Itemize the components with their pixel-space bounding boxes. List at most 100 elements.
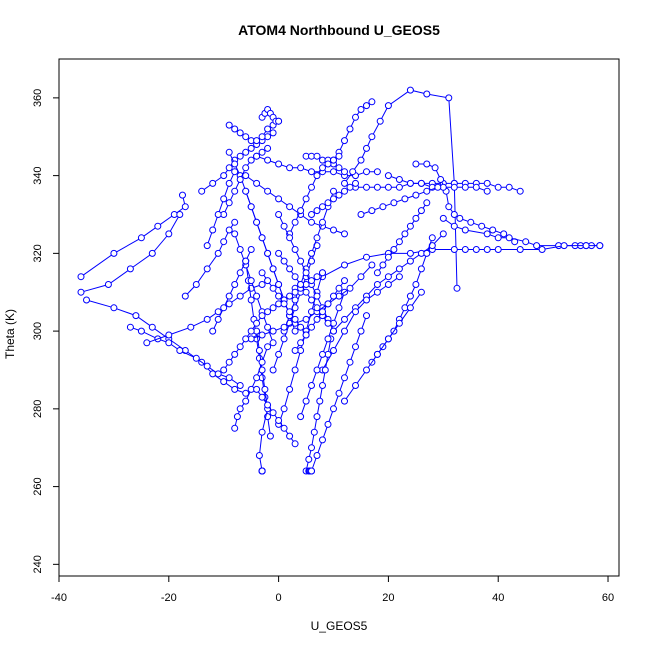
data-point [286, 164, 294, 172]
data-point [220, 172, 228, 180]
data-point [280, 222, 288, 230]
data-series [384, 172, 491, 195]
data-point [236, 152, 244, 160]
data-point [349, 168, 357, 176]
data-point [384, 172, 392, 180]
data-point [275, 281, 283, 288]
data-point [363, 168, 370, 176]
data-point [137, 234, 145, 242]
data-point [368, 98, 376, 106]
data-point [236, 343, 244, 351]
data-point [346, 125, 354, 133]
data-point [258, 148, 266, 156]
data-point [264, 249, 272, 257]
data-point [368, 261, 376, 269]
data-point [209, 226, 217, 234]
data-point [242, 172, 250, 180]
data-point [291, 273, 299, 281]
data-series [225, 117, 283, 145]
data-point [390, 246, 398, 253]
data-point [483, 230, 491, 238]
data-point [395, 176, 403, 183]
data-point [582, 242, 590, 250]
data-point [373, 168, 381, 176]
data-point [308, 249, 315, 257]
data-point [363, 102, 370, 110]
data-point [321, 366, 329, 374]
data-point [225, 292, 233, 300]
data-point [143, 339, 151, 347]
data-point [253, 152, 261, 160]
data-series [231, 343, 272, 432]
data-point [384, 281, 392, 288]
series-line [294, 280, 345, 351]
data-point [280, 335, 288, 343]
data-point [242, 335, 250, 343]
data-point [313, 172, 321, 180]
data-point [450, 246, 458, 253]
data-series [341, 86, 461, 292]
x-axis-label: U_GEOS5 [311, 619, 368, 633]
data-series [275, 269, 326, 428]
data-point [406, 222, 414, 230]
data-point [417, 288, 425, 296]
series-line [294, 245, 600, 289]
data-point [313, 234, 321, 242]
data-point [390, 199, 398, 207]
data-series [209, 246, 255, 335]
data-point [439, 230, 447, 238]
data-point [225, 199, 233, 207]
data-point [198, 187, 206, 195]
data-series [297, 288, 348, 421]
data-point [330, 168, 337, 176]
data-point [406, 257, 414, 265]
data-point [308, 382, 315, 389]
data-series [220, 144, 272, 218]
data-point [335, 191, 343, 199]
data-point [516, 187, 524, 195]
data-series [308, 312, 370, 475]
data-point [335, 284, 343, 292]
data-point [264, 277, 272, 285]
data-point [126, 265, 134, 273]
data-point [286, 432, 294, 440]
data-point [242, 164, 250, 172]
data-point [423, 199, 431, 207]
data-point [297, 207, 305, 215]
data-point [264, 156, 272, 164]
data-point [275, 195, 283, 203]
data-point [319, 203, 326, 211]
data-point [214, 370, 222, 378]
data-point [255, 452, 263, 459]
data-point [258, 358, 266, 366]
data-point [264, 308, 272, 316]
data-point [406, 292, 414, 300]
data-point [291, 347, 299, 354]
data-series [357, 183, 442, 218]
data-point [352, 343, 359, 351]
data-point [275, 117, 283, 125]
data-point [255, 347, 263, 354]
series-line [376, 202, 428, 274]
data-point [247, 144, 255, 152]
data-point [352, 179, 359, 187]
data-point [236, 269, 244, 277]
data-point [494, 246, 502, 253]
data-point [214, 249, 222, 257]
data-point [291, 366, 299, 374]
data-point [401, 230, 409, 238]
data-point [376, 117, 384, 125]
data-point [261, 385, 269, 393]
data-point [596, 242, 604, 250]
data-point [291, 218, 299, 226]
data-point [253, 218, 261, 226]
data-point [214, 211, 222, 218]
data-point [275, 211, 283, 218]
series-line [371, 237, 433, 363]
plot-frame [58, 58, 620, 577]
data-point [110, 304, 118, 312]
data-point [253, 319, 261, 327]
y-tick-label: 280 [32, 400, 44, 418]
data-point [346, 358, 354, 366]
data-point [384, 335, 392, 343]
